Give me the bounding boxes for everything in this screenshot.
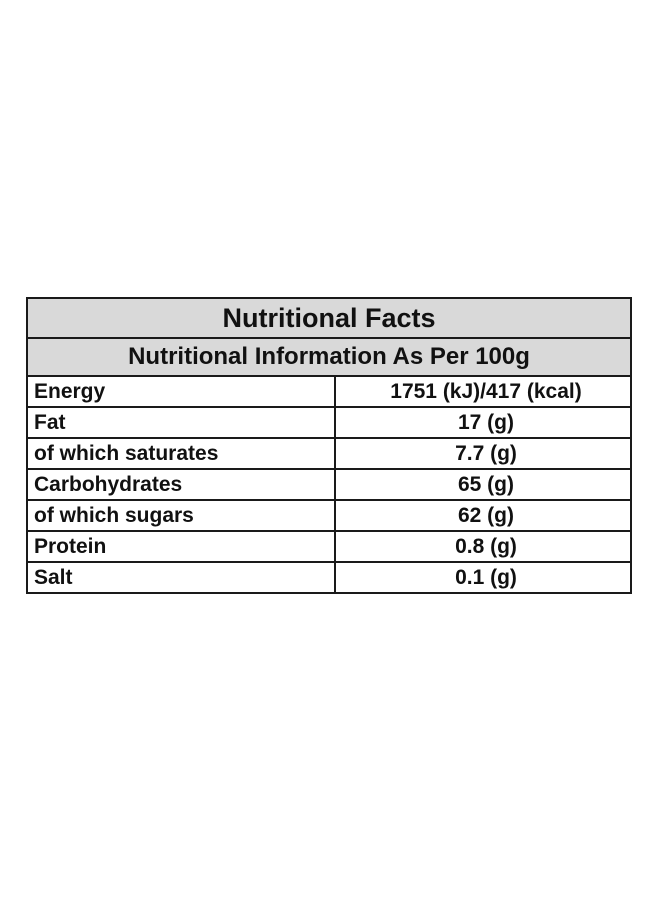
nutrition-facts-table: Nutritional Facts Nutritional Informatio… — [26, 297, 632, 594]
table-row: Salt 0.1 (g) — [26, 561, 632, 594]
nutrient-value: 62 (g) — [334, 499, 632, 532]
nutrient-name: Carbohydrates — [26, 468, 336, 501]
table-row: Fat 17 (g) — [26, 406, 632, 439]
nutrient-value: 0.8 (g) — [334, 530, 632, 563]
nutrient-name: Energy — [26, 375, 336, 408]
nutrient-value: 1751 (kJ)/417 (kcal) — [334, 375, 632, 408]
table-row: of which saturates 7.7 (g) — [26, 437, 632, 470]
nutrient-name: Fat — [26, 406, 336, 439]
nutrient-value: 17 (g) — [334, 406, 632, 439]
table-row: of which sugars 62 (g) — [26, 499, 632, 532]
nutrient-value: 7.7 (g) — [334, 437, 632, 470]
table-title: Nutritional Facts — [26, 297, 632, 339]
nutrient-value: 65 (g) — [334, 468, 632, 501]
table-row: Protein 0.8 (g) — [26, 530, 632, 563]
nutrient-name: Salt — [26, 561, 336, 594]
nutrient-name: of which saturates — [26, 437, 336, 470]
nutrient-name: Protein — [26, 530, 336, 563]
table-subtitle: Nutritional Information As Per 100g — [26, 337, 632, 377]
nutrient-value: 0.1 (g) — [334, 561, 632, 594]
title-row: Nutritional Facts — [26, 297, 632, 339]
subtitle-row: Nutritional Information As Per 100g — [26, 337, 632, 377]
nutrient-name: of which sugars — [26, 499, 336, 532]
table-row: Energy 1751 (kJ)/417 (kcal) — [26, 375, 632, 408]
table-row: Carbohydrates 65 (g) — [26, 468, 632, 501]
